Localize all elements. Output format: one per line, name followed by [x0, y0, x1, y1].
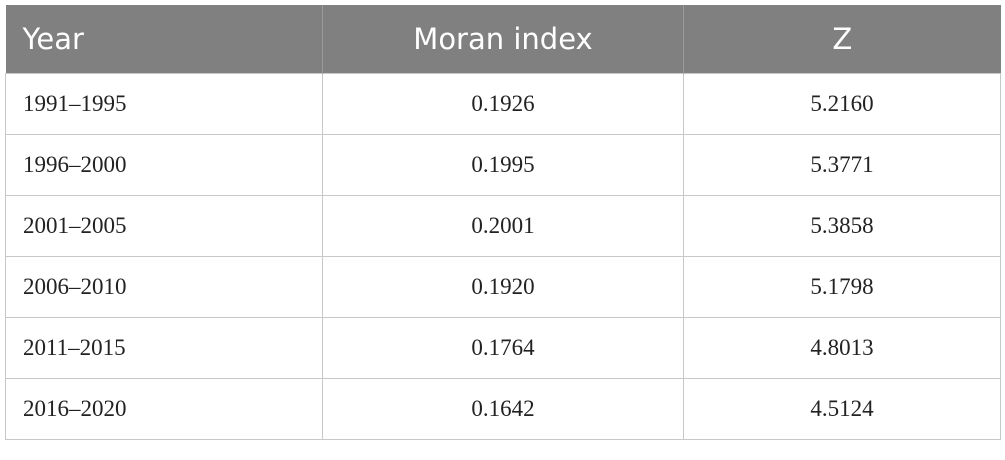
table-row: 2006–2010 0.1920 5.1798 [5, 256, 1001, 318]
table-row: 2001–2005 0.2001 5.3858 [5, 195, 1001, 257]
table-cell: 5.3858 [683, 195, 1001, 257]
table-cell: 0.1926 [322, 73, 684, 135]
table-header: Year Moran index Z [5, 5, 1001, 74]
header-cell: Moran index [322, 5, 684, 74]
table-cell: 5.3771 [683, 134, 1001, 196]
table-row: 2011–2015 0.1764 4.8013 [5, 317, 1001, 379]
table-container: Year Moran index Z 1991–1995 0.1926 5.2160 19… [5, 5, 1001, 440]
table-row: 1991–1995 0.1926 5.2160 [5, 73, 1001, 135]
table-cell: 4.8013 [683, 317, 1001, 379]
table-cell: 0.1920 [322, 256, 684, 318]
table-cell: 0.1764 [322, 317, 684, 379]
table-cell: 1991–1995 [5, 73, 323, 135]
table-cell: 4.5124 [683, 378, 1001, 440]
table-cell: 2011–2015 [5, 317, 323, 379]
table-cell: 2001–2005 [5, 195, 323, 257]
table-cell: 0.1642 [322, 378, 684, 440]
table-cell: 1996–2000 [5, 134, 323, 196]
data-table: Year Moran index Z 1991–1995 0.1926 5.2160 19… [5, 5, 1001, 440]
header-cell: Z [683, 5, 1001, 74]
header-row: Year Moran index Z [5, 5, 1001, 74]
table-cell: 5.2160 [683, 73, 1001, 135]
table-cell: 2006–2010 [5, 256, 323, 318]
table-cell: 2016–2020 [5, 378, 323, 440]
table-row: 1996–2000 0.1995 5.3771 [5, 134, 1001, 196]
table-body: 1991–1995 0.1926 5.2160 1996–2000 0.1995 5.37… [5, 73, 1001, 440]
table-row: 2016–2020 0.1642 4.5124 [5, 378, 1001, 440]
header-cell: Year [5, 5, 323, 74]
table-cell: 5.1798 [683, 256, 1001, 318]
table-cell: 0.1995 [322, 134, 684, 196]
table-cell: 0.2001 [322, 195, 684, 257]
